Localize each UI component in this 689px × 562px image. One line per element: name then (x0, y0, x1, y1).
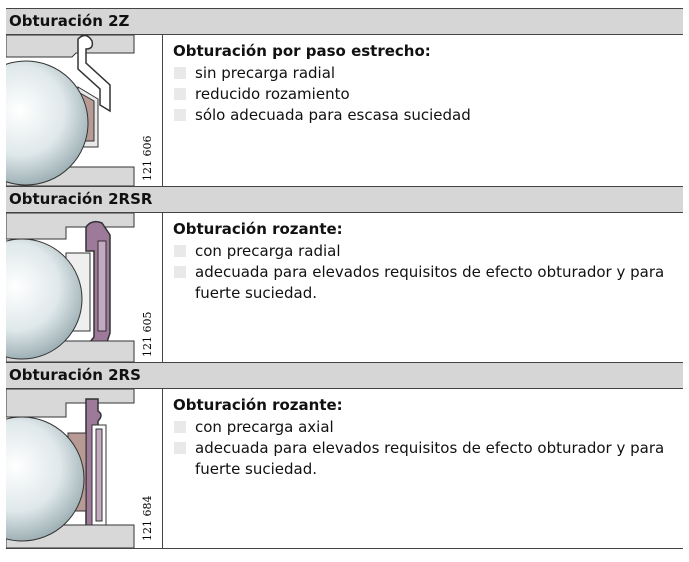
list-item: sólo adecuada para escasa suciedad (173, 105, 678, 126)
list-item: reducido rozamiento (173, 84, 678, 105)
seal-drawing: 121 606 (6, 35, 154, 186)
heading: Obturación rozante: (173, 396, 343, 414)
list-item: adecuada para elevados requisitos de efe… (173, 262, 678, 304)
list-item: con precarga radial (173, 241, 678, 262)
section-title: Obturación 2RSR (6, 186, 683, 213)
section: Obturación 2Z 121 606 Obturación por pas… (6, 8, 683, 186)
heading: Obturación por paso estrecho: (173, 42, 431, 60)
image-id: 121 684 (141, 496, 154, 542)
section: Obturación 2RS 121 684 Obturación rozant… (6, 362, 683, 548)
description: Obturación rozante: con precarga axial a… (173, 395, 678, 480)
heading: Obturación rozante: (173, 220, 343, 238)
list-item: con precarga axial (173, 417, 678, 438)
seal-drawing: 121 605 (6, 213, 154, 362)
description: Obturación rozante: con precarga radial … (173, 219, 678, 304)
description: Obturación por paso estrecho: sin precar… (173, 41, 678, 126)
bottom-rule (6, 548, 683, 549)
illustration: 121 684 (6, 389, 163, 548)
illustration: 121 606 (6, 35, 163, 186)
section: Obturación 2RSR 121 605 Obturación rozan… (6, 186, 683, 362)
seal-drawing: 121 684 (6, 389, 154, 548)
list-item: sin precarga radial (173, 63, 678, 84)
section-title: Obturación 2RS (6, 362, 683, 389)
section-title: Obturación 2Z (6, 8, 683, 35)
illustration: 121 605 (6, 213, 163, 362)
image-id: 121 605 (141, 312, 154, 358)
list-item: adecuada para elevados requisitos de efe… (173, 438, 678, 480)
image-id: 121 606 (141, 136, 154, 182)
